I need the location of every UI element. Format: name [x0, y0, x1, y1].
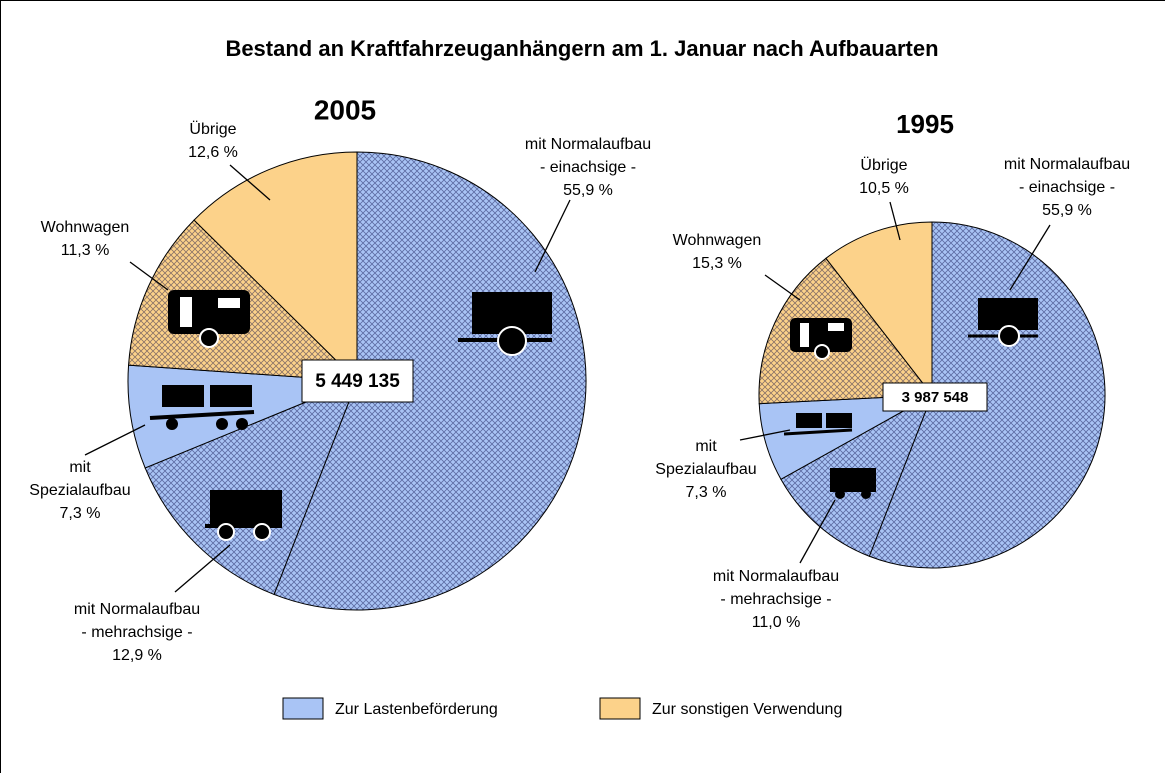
- icon: [783, 428, 853, 436]
- slice-label: mit Normalaufbau: [713, 568, 839, 585]
- slice-label: - einachsige -: [540, 159, 636, 176]
- icon: [861, 489, 871, 499]
- slice-label: Spezialaufbau: [655, 461, 756, 478]
- slice-label: mit Normalaufbau: [525, 136, 651, 153]
- leader-line: [84, 424, 146, 456]
- pie-slice: [193, 151, 358, 383]
- total-box: [882, 382, 988, 412]
- pies: [127, 151, 1106, 611]
- icon: [216, 418, 228, 430]
- slice-label: mit Normalaufbau: [74, 601, 200, 618]
- slice-label: - mehrachsige -: [81, 624, 192, 641]
- icon: [835, 489, 845, 499]
- value-label: 7,3 %: [686, 484, 727, 501]
- pie-title: 1995: [896, 109, 954, 139]
- value-label: 55,9 %: [1042, 202, 1092, 219]
- value-label: 11,3 %: [61, 242, 110, 259]
- slice-label: - einachsige -: [1019, 179, 1115, 196]
- leader-line: [229, 164, 271, 201]
- slice-label: mit Normalaufbau: [1004, 156, 1130, 173]
- icon: [210, 385, 252, 407]
- pie-slice: [825, 221, 933, 397]
- icon: [796, 413, 822, 428]
- leader-line: [1009, 224, 1051, 291]
- icon: [149, 410, 255, 420]
- leader-line: [534, 199, 571, 273]
- icon: [199, 328, 219, 348]
- value-label: 55,9 %: [563, 182, 613, 199]
- leader-line: [129, 261, 169, 291]
- icon: [166, 418, 178, 430]
- icons: [149, 290, 1038, 541]
- value-label: 10,5 %: [859, 180, 909, 197]
- legend-swatch: [599, 697, 641, 720]
- icon: [217, 523, 235, 541]
- leader-line: [764, 274, 801, 301]
- legend-label: Zur Lastenbeförderung: [335, 701, 498, 718]
- value-label: 12,9 %: [112, 647, 162, 664]
- leader-line: [739, 429, 791, 441]
- icon: [253, 523, 271, 541]
- icon: [800, 323, 809, 347]
- slice-label: mit: [695, 438, 717, 455]
- icon: [828, 323, 844, 331]
- total-label: 3 987 548: [902, 389, 969, 406]
- legend-swatch: [282, 697, 324, 720]
- icon: [162, 385, 204, 407]
- icon: [236, 418, 248, 430]
- slice-label: mit: [69, 459, 91, 476]
- chart-title: Bestand an Kraftfahrzeuganhängern am 1. …: [225, 36, 938, 61]
- legend-label: Zur sonstigen Verwendung: [652, 701, 842, 718]
- icon: [830, 468, 876, 492]
- slice-label: Übrige: [860, 156, 907, 174]
- value-label: 15,3 %: [692, 255, 742, 272]
- slice-label: Übrige: [189, 120, 236, 138]
- total-box: [301, 359, 414, 403]
- icon: [180, 297, 192, 327]
- slice-label: Wohnwagen: [673, 232, 762, 249]
- icon: [826, 413, 852, 428]
- total-label: 5 449 135: [315, 371, 400, 392]
- value-label: 7,3 %: [60, 505, 101, 522]
- leader-line: [174, 544, 231, 593]
- slice-label: Wohnwagen: [41, 219, 130, 236]
- icon: [998, 325, 1020, 347]
- icon: [978, 298, 1038, 330]
- slice-label: - mehrachsige -: [720, 591, 831, 608]
- icon: [218, 298, 240, 308]
- pie-title: 2005: [314, 94, 376, 125]
- leader-line: [799, 499, 836, 564]
- icon: [210, 490, 282, 524]
- icon: [497, 326, 527, 356]
- pie-slice: [144, 380, 358, 596]
- value-label: 11,0 %: [752, 614, 801, 631]
- icon: [814, 344, 830, 360]
- value-label: 12,6 %: [188, 144, 238, 161]
- legend: Zur Lastenbeförderung Zur sonstigen Verwe…: [282, 697, 842, 720]
- slice-label: Spezialaufbau: [29, 482, 130, 499]
- leader-line: [889, 201, 901, 241]
- pie-slice: [273, 151, 587, 611]
